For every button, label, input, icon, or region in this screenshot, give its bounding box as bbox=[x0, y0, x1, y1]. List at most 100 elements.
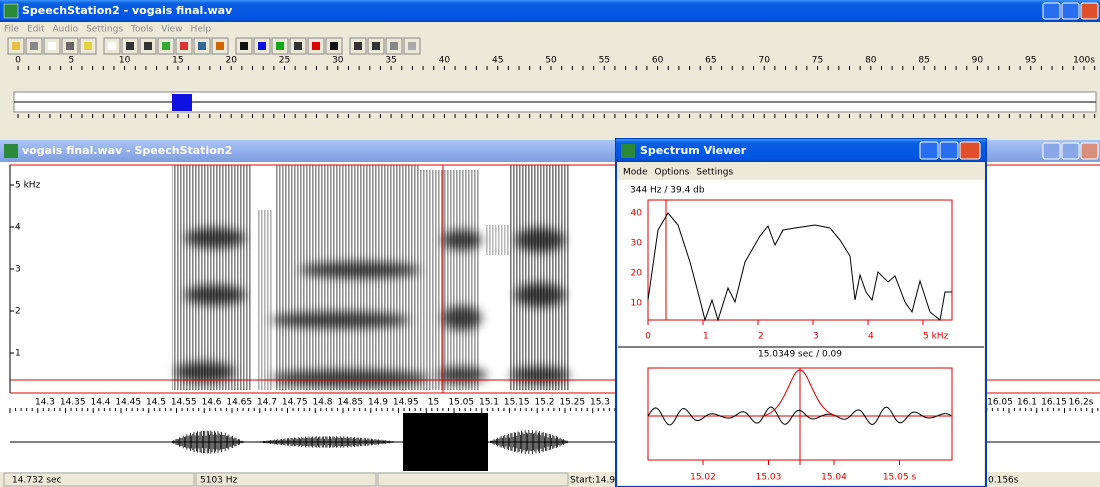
time-label: 16.1 bbox=[1017, 398, 1037, 408]
db-label: 20 bbox=[631, 269, 643, 279]
freq-label: 0 bbox=[645, 332, 651, 342]
time-label: 15.04 bbox=[821, 473, 847, 483]
toolbar-icon bbox=[48, 42, 56, 50]
db-label: 30 bbox=[631, 239, 643, 249]
menu-item[interactable]: Audio bbox=[53, 25, 79, 35]
toolbar-icon bbox=[276, 42, 284, 50]
time-label: 15 bbox=[428, 398, 439, 408]
ruler-label: 65 bbox=[705, 56, 716, 66]
menu-item[interactable]: Mode bbox=[623, 168, 648, 178]
maximize-button[interactable] bbox=[940, 142, 958, 159]
menu-item[interactable]: Options bbox=[655, 168, 690, 178]
menu-item[interactable]: File bbox=[4, 25, 20, 35]
time-label: 14.95 bbox=[393, 398, 419, 408]
toolbar-icon bbox=[144, 42, 152, 50]
status-time: 14.732 sec bbox=[12, 476, 62, 486]
toolbar-icon bbox=[126, 42, 134, 50]
menu-item[interactable]: Edit bbox=[27, 25, 45, 35]
minimize-button[interactable] bbox=[920, 142, 938, 159]
maximize-button[interactable] bbox=[1062, 3, 1079, 19]
time-label: 14.7 bbox=[257, 398, 277, 408]
viewer-title: Spectrum Viewer bbox=[640, 144, 747, 157]
freq-label: 3 bbox=[813, 332, 819, 342]
toolbar-icon bbox=[258, 42, 266, 50]
window-buttons[interactable] bbox=[1043, 3, 1098, 19]
toolbar-icon bbox=[372, 42, 380, 50]
time-label: 14.9 bbox=[368, 398, 388, 408]
toolbar-icon bbox=[294, 42, 302, 50]
time-label: 14.8 bbox=[312, 398, 332, 408]
close-button[interactable] bbox=[1081, 3, 1098, 19]
time-readout: 15.0349 sec / 0.09 bbox=[758, 350, 842, 360]
frequency-label: 3 bbox=[15, 265, 21, 275]
time-label: 14.45 bbox=[115, 398, 141, 408]
freq-label: 5 kHz bbox=[923, 332, 949, 342]
toolbar-icon bbox=[12, 42, 20, 50]
ruler-label: 90 bbox=[972, 56, 984, 66]
frequency-label: 1 bbox=[15, 349, 21, 359]
time-label: 14.4 bbox=[90, 398, 110, 408]
menu-bar: File Edit Audio Settings Tools View Help bbox=[4, 25, 211, 35]
window-title: SpeechStation2 - vogais final.wav bbox=[22, 4, 233, 17]
ruler-label: 100s bbox=[1073, 56, 1095, 66]
time-label: 15.25 bbox=[559, 398, 585, 408]
close-button[interactable] bbox=[960, 142, 980, 159]
frequency-label: 2 bbox=[15, 307, 21, 317]
toolbar-icon bbox=[180, 42, 188, 50]
time-label: 16.05 bbox=[987, 398, 1013, 408]
screen: SpeechStation2 - vogais final.wav File Ed… bbox=[0, 0, 1100, 487]
menu-item[interactable]: Help bbox=[191, 25, 212, 35]
time-label: 15.05 bbox=[448, 398, 474, 408]
menu-item[interactable]: Settings bbox=[86, 25, 123, 35]
toolbar-icon bbox=[390, 42, 398, 50]
ruler-label: 15 bbox=[172, 56, 183, 66]
menu-item[interactable]: Tools bbox=[130, 25, 153, 35]
time-label: 15.03 bbox=[756, 473, 782, 483]
freq-label: 4 bbox=[868, 332, 874, 342]
toolbar-icon bbox=[198, 42, 206, 50]
time-label: 14.55 bbox=[171, 398, 197, 408]
menu-item[interactable]: Settings bbox=[696, 168, 733, 178]
toolbar-icon bbox=[30, 42, 38, 50]
frequency-label: 4 bbox=[15, 223, 21, 233]
ruler-label: 0 bbox=[15, 56, 21, 66]
toolbar-icon bbox=[162, 42, 170, 50]
freq-label: 2 bbox=[758, 332, 764, 342]
status-start: Start:14.96 bbox=[570, 476, 621, 486]
db-label: 40 bbox=[631, 209, 643, 219]
app-icon bbox=[4, 4, 18, 18]
status-frequency: 5103 Hz bbox=[200, 476, 238, 486]
viewer-menu: Mode Options Settings bbox=[623, 168, 733, 178]
close-button[interactable] bbox=[1081, 143, 1098, 159]
ruler-label: 20 bbox=[225, 56, 237, 66]
ruler-label: 85 bbox=[918, 56, 929, 66]
time-label: 14.35 bbox=[60, 398, 86, 408]
toolbar-icon bbox=[240, 42, 248, 50]
maximize-button[interactable] bbox=[1062, 143, 1079, 159]
ruler-label: 75 bbox=[812, 56, 823, 66]
frequency-label: 5 kHz bbox=[15, 181, 41, 191]
time-label: 15.05 s bbox=[883, 473, 917, 483]
ruler-label: 30 bbox=[332, 56, 344, 66]
time-label: 14.5 bbox=[146, 398, 166, 408]
minimize-button[interactable] bbox=[1043, 3, 1060, 19]
ruler-label: 25 bbox=[279, 56, 290, 66]
ruler-label: 70 bbox=[758, 56, 770, 66]
db-label: 10 bbox=[631, 299, 643, 309]
time-label: 15.02 bbox=[690, 473, 716, 483]
doc-title: vogais final.wav - SpeechStation2 bbox=[22, 144, 232, 157]
status-duration: 0.156s bbox=[988, 476, 1019, 486]
time-label: 16.15 bbox=[1041, 398, 1067, 408]
ruler-label: 60 bbox=[652, 56, 664, 66]
menu-item[interactable]: View bbox=[161, 25, 182, 35]
toolbar-icon bbox=[408, 42, 416, 50]
minimize-button[interactable] bbox=[1043, 143, 1060, 159]
toolbar-icon bbox=[312, 42, 320, 50]
position-slider[interactable] bbox=[172, 94, 192, 111]
ruler-label: 80 bbox=[865, 56, 877, 66]
viewer-icon bbox=[621, 144, 635, 158]
page: SpeechStation2 - vogais final.wav File Ed… bbox=[0, 0, 1100, 487]
doc-window-buttons[interactable] bbox=[1043, 143, 1098, 159]
toolbar-icon bbox=[108, 42, 116, 50]
